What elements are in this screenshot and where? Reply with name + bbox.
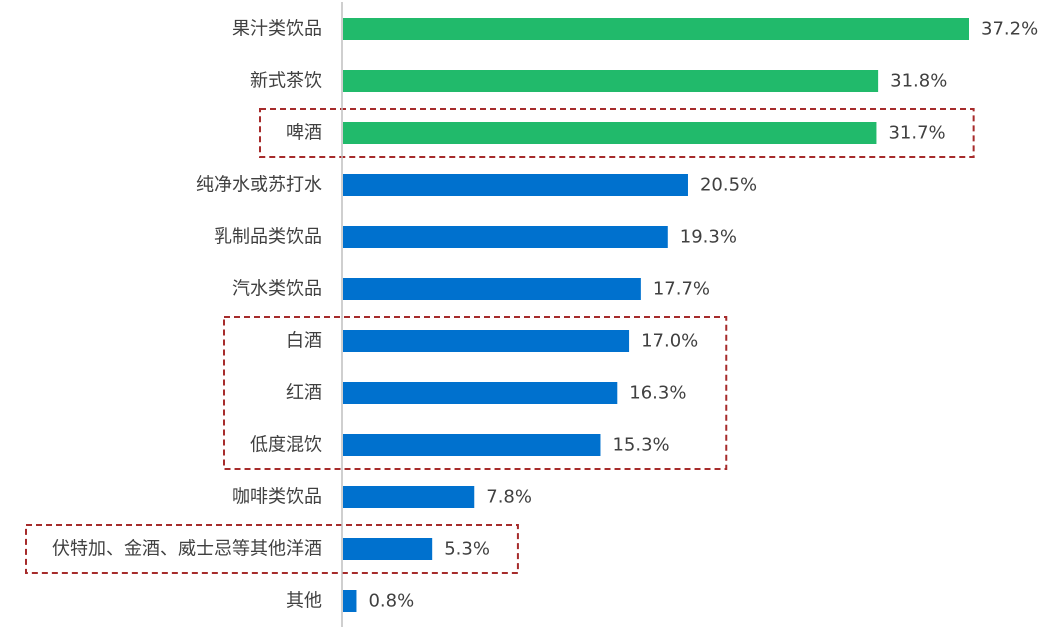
bar-group: 红酒 16.3% [286, 382, 686, 404]
bar-group: 啤酒 31.7% [286, 122, 946, 144]
bar-group: 新式茶饮 31.8% [250, 70, 947, 92]
value-label: 19.3% [680, 227, 737, 248]
highlight-box [223, 316, 728, 470]
bar [343, 434, 601, 456]
bar [343, 590, 357, 612]
category-label: 红酒 [286, 383, 322, 404]
bar [343, 278, 641, 300]
value-label: 0.8% [368, 591, 414, 612]
bars: 果汁类饮品 37.2% 新式茶饮 31.8% 啤酒 31.7% 纯净水或苏打水 20.5% 乳制… [52, 18, 1038, 612]
category-label: 纯净水或苏打水 [196, 175, 322, 196]
category-label: 低度混饮 [250, 435, 322, 456]
value-label: 15.3% [612, 435, 669, 456]
category-label: 白酒 [286, 331, 322, 352]
bar-group: 咖啡类饮品 7.8% [232, 486, 532, 508]
bar [343, 18, 969, 40]
bar-group: 乳制品类饮品 19.3% [214, 226, 737, 248]
bar [343, 226, 668, 248]
bar [343, 122, 877, 144]
category-label: 果汁类饮品 [232, 19, 322, 40]
value-label: 17.7% [653, 279, 710, 300]
value-label: 31.7% [888, 123, 945, 144]
bar [343, 330, 630, 352]
category-label: 伏特加、金酒、威士忌等其他洋酒 [52, 539, 322, 560]
category-label: 汽水类饮品 [232, 279, 322, 300]
category-label: 其他 [286, 591, 322, 612]
highlight-box [25, 524, 519, 574]
bar-group: 汽水类饮品 17.7% [232, 278, 710, 300]
category-label: 咖啡类饮品 [232, 487, 322, 508]
bar-group: 纯净水或苏打水 20.5% [196, 174, 757, 196]
category-label: 乳制品类饮品 [214, 227, 322, 248]
value-label: 17.0% [641, 331, 698, 352]
bar [343, 486, 475, 508]
bar-group: 其他 0.8% [286, 590, 414, 612]
bar [343, 382, 618, 404]
bar [343, 538, 433, 560]
bar-group: 低度混饮 15.3% [250, 434, 670, 456]
bar-group: 伏特加、金酒、威士忌等其他洋酒 5.3% [52, 538, 490, 560]
category-label: 新式茶饮 [250, 71, 322, 92]
bar-group: 白酒 17.0% [286, 330, 698, 352]
bar [343, 174, 688, 196]
value-label: 31.8% [890, 71, 947, 92]
category-label: 啤酒 [286, 123, 322, 144]
value-label: 37.2% [981, 19, 1038, 40]
value-label: 7.8% [486, 487, 532, 508]
value-label: 16.3% [629, 383, 686, 404]
bar [343, 70, 879, 92]
value-label: 20.5% [700, 175, 757, 196]
bar-group: 果汁类饮品 37.2% [232, 18, 1038, 40]
value-label: 5.3% [444, 539, 490, 560]
highlight-boxes [25, 108, 975, 574]
